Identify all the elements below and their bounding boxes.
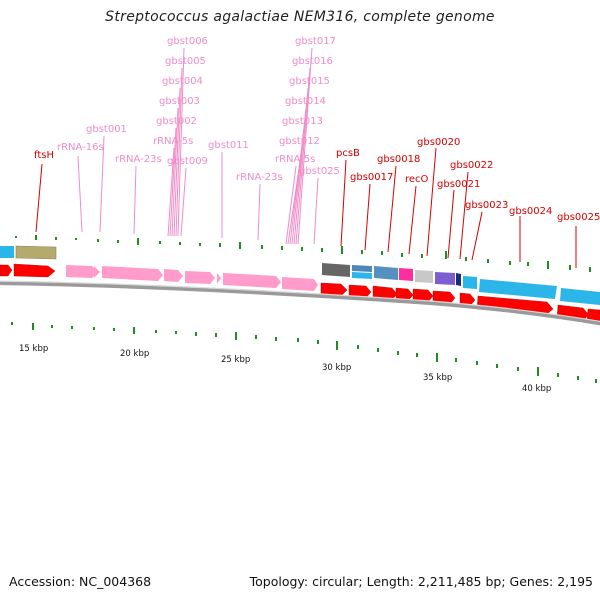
feature-label: gbst002: [156, 116, 197, 127]
cyan-feature: [463, 276, 477, 289]
feature-labels: ftsH rRNA-16s gbst001 rRNA-23s gbst006 g…: [34, 36, 600, 223]
feature-label: gbst017: [295, 36, 336, 47]
scale-label: 40 kbp: [522, 384, 551, 394]
pink-feature: [102, 266, 163, 281]
steel-feature: [352, 265, 372, 272]
gene-arrow: [0, 264, 13, 277]
gene-arrow: [395, 287, 414, 302]
olive-feature: [15, 245, 57, 260]
grey-feature: [322, 263, 350, 277]
feature-label: gbst005: [165, 56, 206, 67]
feature-label: rRNA-16s: [57, 142, 104, 153]
feature-label: gbs0018: [377, 154, 420, 165]
feature-label: gbst006: [167, 36, 208, 47]
pink-feature: [223, 273, 281, 288]
silver-feature: [415, 270, 433, 283]
cyan-feature: [352, 272, 372, 279]
label-leader-lines: [35, 47, 577, 268]
feature-label: gbst003: [159, 96, 200, 107]
pink-feature: [164, 269, 183, 282]
scale-labels: 15 kbp 20 kbp 25 kbp 30 kbp 35 kbp 40 kb…: [19, 344, 551, 394]
pink-feature: [217, 273, 221, 284]
cyan-feature: [479, 279, 557, 299]
feature-label: gbst009: [167, 156, 208, 167]
feature-label: gbst001: [86, 124, 127, 135]
feature-label: gbst014: [285, 96, 326, 107]
scale-label: 15 kbp: [19, 344, 48, 354]
genome-backbone: [0, 280, 600, 326]
gene-arrow: [348, 284, 372, 299]
feature-label: gbst015: [289, 76, 330, 87]
feature-label: ftsH: [34, 150, 54, 161]
cyan-feature: [560, 288, 600, 305]
scale-label: 35 kbp: [423, 373, 452, 383]
pink-feature: [94, 266, 100, 278]
cyan-feature: [0, 246, 14, 258]
feature-label: gbs0020: [417, 137, 460, 148]
scale-label: 30 kbp: [322, 363, 351, 373]
outer-feature-track: [0, 245, 600, 305]
feature-label: gbs0022: [450, 160, 493, 171]
feature-label: rRNA-5s: [275, 154, 315, 165]
map-title: Streptococcus agalactiae NEM316, complet…: [105, 9, 495, 25]
feature-label: gbs0025: [557, 212, 600, 223]
upper-tick-row: [15, 235, 591, 272]
genome-summary-text: Topology: circular; Length: 2,211,485 bp…: [249, 574, 593, 589]
feature-label: gbs0024: [509, 206, 552, 217]
pink-feature: [185, 271, 215, 284]
inner-gene-track: [0, 263, 600, 324]
feature-label: recO: [405, 174, 429, 185]
gene-arrow: [320, 282, 348, 297]
purple-feature: [435, 272, 455, 285]
scale-label: 20 kbp: [120, 349, 149, 359]
magenta-feature: [399, 268, 413, 281]
navy-feature: [456, 273, 461, 286]
pink-feature: [66, 265, 98, 278]
scale-label: 25 kbp: [221, 355, 250, 365]
feature-label: gbst016: [292, 56, 333, 67]
feature-label: rRNA-23s: [115, 154, 162, 165]
feature-label: rRNA-23s: [236, 172, 283, 183]
feature-label: gbst011: [208, 140, 249, 151]
accession-text: Accession: NC_004368: [9, 574, 152, 589]
feature-label: gbst025: [299, 166, 340, 177]
feature-label: pcsB: [336, 148, 360, 159]
feature-label: gbs0017: [350, 172, 393, 183]
steel-feature: [374, 266, 398, 280]
feature-label: gbst004: [162, 76, 203, 87]
feature-label: gbs0021: [437, 179, 480, 190]
feature-label: gbs0023: [465, 200, 508, 211]
feature-label: gbst012: [279, 136, 320, 147]
lower-tick-row: [11, 322, 597, 383]
feature-label: rRNA-5s: [153, 136, 193, 147]
pink-feature: [282, 277, 318, 291]
feature-label: gbst013: [282, 116, 323, 127]
gene-arrow: [412, 288, 434, 303]
gene-arrow: [13, 263, 56, 278]
